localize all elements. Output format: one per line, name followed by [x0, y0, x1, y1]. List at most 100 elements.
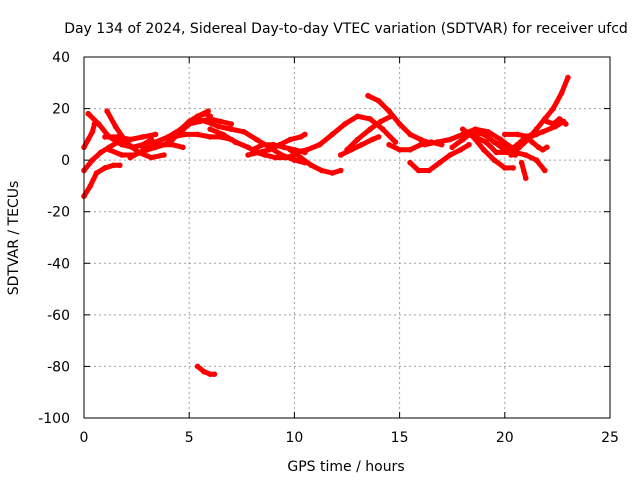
- plot-frame: [83, 56, 611, 419]
- data-point: [436, 159, 443, 166]
- data-point: [161, 152, 167, 158]
- x-tick-label: 15: [391, 430, 409, 446]
- data-point: [493, 149, 500, 156]
- data-point: [520, 167, 527, 174]
- data-point: [481, 131, 487, 138]
- data-point: [535, 144, 542, 151]
- data-point: [194, 363, 201, 370]
- data-point: [447, 152, 453, 158]
- data-point: [508, 152, 514, 158]
- data-point: [135, 149, 142, 156]
- data-point: [87, 183, 94, 189]
- data-point: [539, 147, 546, 153]
- data-point: [396, 147, 403, 153]
- data-point: [194, 131, 201, 138]
- data-point: [367, 126, 373, 132]
- data-point: [365, 92, 371, 99]
- data-point: [245, 152, 251, 158]
- data-point: [407, 131, 413, 138]
- data-point: [375, 134, 382, 140]
- data-point: [178, 126, 184, 132]
- data-point: [342, 121, 348, 127]
- data-point: [377, 118, 384, 125]
- data-point: [302, 131, 308, 138]
- data-point: [417, 141, 424, 148]
- data-point: [266, 147, 273, 153]
- data-point: [211, 371, 218, 378]
- data-point: [228, 121, 235, 127]
- data-point: [422, 141, 428, 148]
- data-point: [533, 126, 540, 132]
- x-tick-label: 5: [185, 430, 194, 446]
- data-point: [483, 139, 489, 145]
- y-tick-label: -80: [47, 359, 70, 375]
- data-point: [255, 149, 262, 156]
- data-point: [337, 152, 344, 158]
- data-point: [98, 149, 104, 156]
- data-point: [304, 147, 310, 153]
- data-point: [380, 126, 386, 132]
- data-point: [449, 144, 456, 151]
- data-point: [186, 121, 192, 127]
- y-tick-label: 40: [52, 50, 70, 66]
- data-point: [89, 157, 96, 163]
- data-point: [472, 134, 479, 140]
- data-point: [386, 108, 392, 114]
- data-point: [459, 136, 466, 143]
- series-arc-32: [544, 116, 569, 127]
- chart-title: Day 134 of 2024, Sidereal Day-to-day VTE…: [64, 21, 628, 37]
- data-point: [497, 136, 504, 143]
- data-point: [392, 139, 399, 145]
- data-point: [481, 147, 487, 153]
- data-point: [85, 110, 91, 117]
- data-point: [207, 134, 213, 140]
- data-point: [260, 141, 266, 148]
- data-point: [308, 162, 315, 169]
- data-point: [205, 108, 211, 114]
- data-point: [316, 141, 323, 148]
- data-point: [283, 154, 289, 161]
- data-point: [119, 141, 125, 148]
- data-point: [85, 136, 91, 143]
- series-arc-2: [81, 162, 123, 199]
- data-point: [563, 121, 569, 127]
- data-point: [344, 147, 350, 153]
- data-point: [291, 149, 298, 156]
- data-point: [407, 159, 413, 166]
- data-point: [386, 141, 392, 148]
- data-point: [491, 139, 498, 145]
- data-point: [369, 136, 376, 143]
- data-point: [415, 167, 422, 174]
- data-point: [119, 152, 125, 158]
- data-point: [358, 141, 365, 148]
- x-tick-label: 20: [496, 430, 514, 446]
- data-point: [114, 134, 121, 140]
- data-point: [491, 157, 498, 163]
- data-point: [556, 116, 563, 122]
- data-point: [396, 121, 403, 127]
- data-point: [354, 113, 361, 120]
- data-point: [165, 134, 171, 140]
- data-point: [329, 131, 336, 138]
- y-tick-label: -40: [47, 256, 70, 272]
- data-point: [201, 368, 207, 375]
- series-layer: [81, 74, 571, 378]
- y-axis-label: SDTVAR / TECUs: [6, 181, 22, 296]
- data-point: [502, 165, 508, 171]
- data-point: [152, 139, 159, 145]
- data-point: [241, 129, 247, 135]
- data-point: [281, 144, 287, 151]
- data-point: [466, 141, 472, 148]
- data-point: [291, 157, 298, 163]
- data-point: [337, 167, 344, 174]
- series-arc-1: [81, 121, 97, 150]
- data-point: [518, 159, 525, 166]
- data-point: [89, 129, 96, 135]
- y-tick-label: -20: [47, 205, 70, 221]
- data-point: [215, 123, 222, 130]
- x-tick-label: 25: [601, 430, 619, 446]
- data-point: [523, 175, 529, 181]
- data-point: [287, 147, 294, 153]
- data-point: [207, 371, 213, 378]
